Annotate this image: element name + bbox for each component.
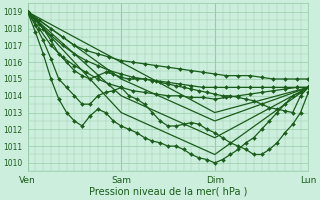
X-axis label: Pression niveau de la mer( hPa ): Pression niveau de la mer( hPa ) <box>89 187 247 197</box>
